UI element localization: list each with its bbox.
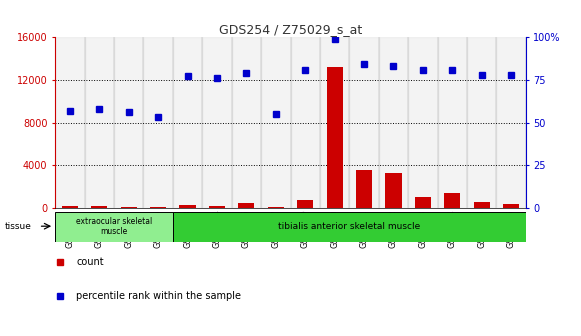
Bar: [408, 37, 437, 208]
Bar: [474, 202, 490, 208]
Bar: [467, 37, 496, 208]
Bar: [180, 205, 196, 208]
Text: tissue: tissue: [5, 222, 31, 231]
Bar: [444, 193, 460, 208]
Bar: [238, 203, 254, 208]
Bar: [327, 67, 343, 208]
Bar: [232, 37, 261, 208]
Title: GDS254 / Z75029_s_at: GDS254 / Z75029_s_at: [219, 23, 362, 36]
Bar: [503, 204, 519, 208]
Bar: [268, 207, 284, 208]
Text: tibialis anterior skeletal muscle: tibialis anterior skeletal muscle: [278, 222, 421, 231]
Bar: [496, 37, 526, 208]
Bar: [55, 37, 85, 208]
Bar: [261, 37, 290, 208]
Text: count: count: [76, 257, 104, 267]
Bar: [121, 207, 137, 208]
Bar: [144, 37, 173, 208]
Bar: [385, 173, 401, 208]
Bar: [85, 37, 114, 208]
Text: percentile rank within the sample: percentile rank within the sample: [76, 291, 241, 301]
Bar: [62, 206, 78, 208]
Bar: [379, 37, 408, 208]
Bar: [356, 170, 372, 208]
Bar: [150, 207, 166, 208]
Bar: [290, 37, 320, 208]
Bar: [91, 206, 107, 208]
Bar: [173, 37, 202, 208]
Text: extraocular skeletal
muscle: extraocular skeletal muscle: [76, 217, 152, 237]
Bar: [320, 37, 349, 208]
Bar: [209, 206, 225, 208]
Bar: [173, 212, 526, 242]
Bar: [55, 212, 173, 242]
Bar: [202, 37, 232, 208]
Bar: [349, 37, 379, 208]
Bar: [297, 200, 313, 208]
Bar: [437, 37, 467, 208]
Bar: [114, 37, 144, 208]
Bar: [415, 197, 431, 208]
